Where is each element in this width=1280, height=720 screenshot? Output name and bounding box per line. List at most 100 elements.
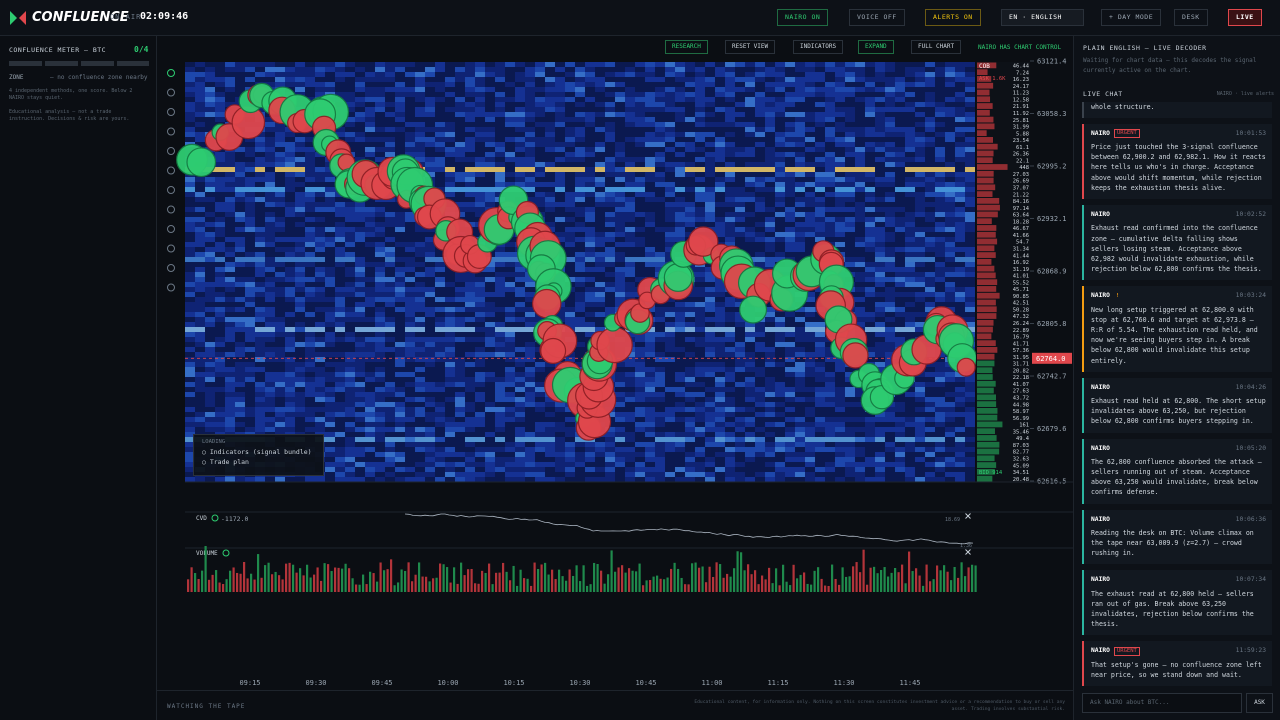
- heat-cell: [195, 267, 205, 272]
- heat-cell: [215, 197, 225, 202]
- heat-cell: [415, 327, 425, 332]
- heat-cell: [825, 92, 835, 97]
- heat-cell: [205, 127, 215, 132]
- heat-cell: [945, 62, 955, 67]
- heat-cell: [685, 92, 695, 97]
- heat-cell: [525, 362, 535, 367]
- heat-cell: [435, 112, 445, 117]
- heat-cell: [275, 182, 285, 187]
- heat-cell: [285, 282, 295, 287]
- heat-cell: [505, 97, 515, 102]
- heat-cell: [655, 162, 665, 167]
- heat-cell: [325, 372, 335, 377]
- heat-cell: [395, 267, 405, 272]
- heat-cell: [905, 252, 915, 257]
- heat-cell: [365, 102, 375, 107]
- heat-cell: [505, 147, 515, 152]
- heat-cell: [855, 237, 865, 242]
- heat-cell: [555, 87, 565, 92]
- heat-cell: [515, 287, 525, 292]
- heat-cell: [615, 372, 625, 377]
- heat-cell: [495, 92, 505, 97]
- heat-cell: [375, 67, 385, 72]
- heat-cell: [705, 307, 715, 312]
- heat-cell: [655, 207, 665, 212]
- heat-cell: [515, 177, 525, 182]
- heat-cell: [425, 282, 435, 287]
- heat-cell: [485, 357, 495, 362]
- heat-cell: [705, 332, 715, 337]
- heat-cell: [905, 127, 915, 132]
- heat-cell: [655, 62, 665, 67]
- heat-cell: [225, 362, 235, 367]
- heat-cell: [325, 292, 335, 297]
- heat-cell: [455, 372, 465, 377]
- heat-cell: [935, 212, 945, 217]
- heat-cell: [965, 312, 975, 317]
- heat-cell: [425, 147, 435, 152]
- nairo-toggle[interactable]: NAIRO ON: [777, 9, 829, 26]
- heat-cell: [355, 212, 365, 217]
- heat-cell: [275, 312, 285, 317]
- heat-cell: [575, 267, 585, 272]
- heat-cell: [335, 292, 345, 297]
- heat-cell: [665, 247, 675, 252]
- heat-cell: [845, 102, 855, 107]
- heat-cell: [905, 97, 915, 102]
- heat-cell: [605, 192, 615, 197]
- heat-cell: [605, 187, 615, 192]
- heat-cell: [545, 132, 555, 137]
- heat-cell: [825, 217, 835, 222]
- heat-cell: [415, 357, 425, 362]
- heat-cell: [685, 177, 695, 182]
- heat-cell: [735, 342, 745, 347]
- heat-cell: [915, 182, 925, 187]
- heat-cell: [915, 92, 925, 97]
- heat-cell: [685, 332, 695, 337]
- heat-cell: [825, 152, 835, 157]
- live[interactable]: LIVE: [1228, 9, 1262, 26]
- heat-cell: [445, 297, 455, 302]
- heat-cell: [365, 337, 375, 342]
- heat-cell: [875, 172, 885, 177]
- heat-cell: [875, 122, 885, 127]
- heat-cell: [675, 357, 685, 362]
- heat-cell: [395, 97, 405, 102]
- heat-cell: [685, 352, 695, 357]
- heat-cell: [235, 282, 245, 287]
- heat-cell: [435, 87, 445, 92]
- heat-cell: [445, 142, 455, 147]
- heat-cell: [455, 332, 465, 337]
- heat-cell: [405, 362, 415, 367]
- heat-cell: [485, 282, 495, 287]
- heat-cell: [955, 102, 965, 107]
- heat-cell: [895, 227, 905, 232]
- heat-cell: [775, 177, 785, 182]
- heat-cell: [265, 222, 275, 227]
- heat-cell: [735, 197, 745, 202]
- heat-cell: [885, 242, 895, 247]
- heat-cell: [645, 272, 655, 277]
- alerts-toggle[interactable]: ALERTS ON: [925, 9, 981, 26]
- language-select[interactable]: EN · ENGLISH: [1001, 9, 1084, 26]
- heat-cell: [835, 62, 845, 67]
- heat-cell: [505, 257, 515, 262]
- heat-cell: [715, 87, 725, 92]
- day-mode[interactable]: + DAY MODE: [1101, 9, 1162, 26]
- heat-cell: [805, 152, 815, 157]
- heat-cell: [255, 202, 265, 207]
- heat-cell: [595, 167, 605, 172]
- heat-cell: [365, 237, 375, 242]
- heat-cell: [565, 72, 575, 77]
- left-panel: CONFLUENCE METER — BTC 0/4 ZONE — no con…: [0, 36, 157, 720]
- heat-cell: [885, 97, 895, 102]
- heat-cell: [635, 227, 645, 232]
- heat-cell: [225, 357, 235, 362]
- heat-cell: [755, 167, 765, 172]
- heat-cell: [655, 212, 665, 217]
- desk[interactable]: DESK: [1174, 9, 1208, 26]
- voice-toggle[interactable]: VOICE OFF: [849, 9, 905, 26]
- heat-cell: [925, 67, 935, 72]
- heat-cell: [335, 367, 345, 372]
- heat-cell: [335, 207, 345, 212]
